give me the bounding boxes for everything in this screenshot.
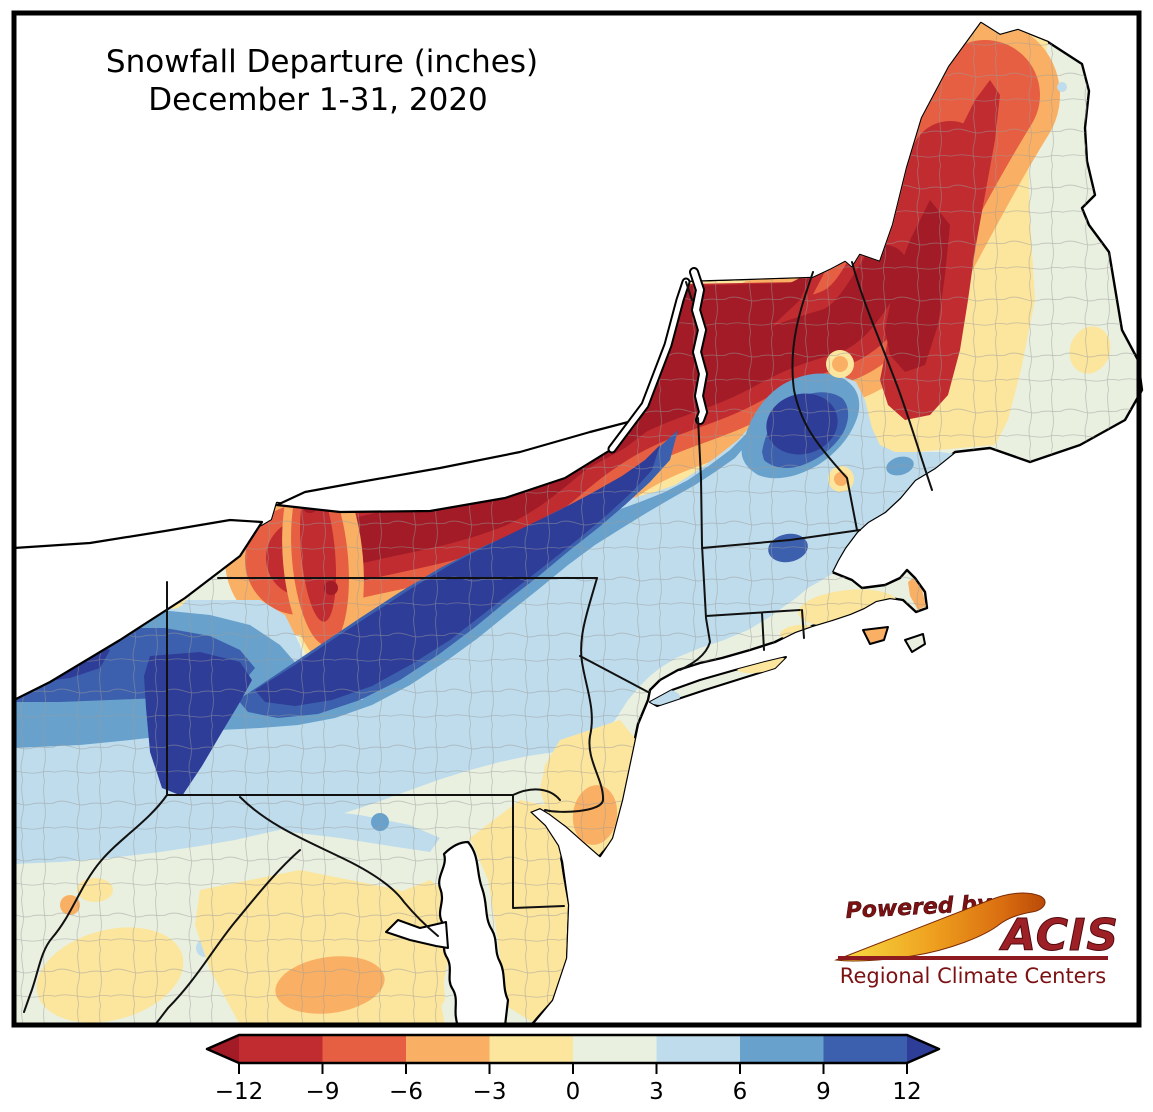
title-line2: December 1-31, 2020: [148, 82, 488, 118]
state-borders: [23, 261, 933, 1026]
tick-label: 3: [649, 1079, 664, 1105]
water-bodies: [12, 267, 709, 1028]
title-line1: Snowfall Departure (inches): [106, 44, 538, 80]
st-lawrence-river: [607, 277, 691, 454]
map-frame: [11, 10, 1142, 1028]
lake-erie: [12, 518, 264, 702]
tick-label: −12: [215, 1079, 264, 1105]
logo-underline: [838, 956, 1108, 960]
contour-layers: [14, 23, 1140, 1026]
islands: [649, 626, 926, 707]
tick-label: 9: [816, 1079, 831, 1105]
colorbar-over-arrow: [907, 1035, 939, 1063]
logo-powered-by-text: Powered by: [845, 891, 994, 924]
tick-label: 6: [733, 1079, 748, 1105]
tick-label: −6: [389, 1079, 423, 1105]
tick-label: 12: [892, 1079, 921, 1105]
tick-label: −9: [306, 1079, 340, 1105]
county-boundaries-texture: [14, 23, 1140, 1026]
colorbar-ticks: [238, 1063, 908, 1074]
logo-subtitle-text: Regional Climate Centers: [840, 964, 1106, 988]
tick-label: 0: [566, 1079, 581, 1105]
marthas-vineyard: [862, 626, 889, 645]
colorbar-under-arrow: [207, 1035, 239, 1063]
chesapeake-bay: [438, 840, 510, 1028]
tick-label: −3: [473, 1079, 507, 1105]
colorbar-tick-labels: −12 −9 −6 −3 0 3 6 9 12: [215, 1079, 922, 1105]
map-title: Snowfall Departure (inches) December 1-3…: [106, 44, 538, 118]
acis-logo: Powered by ACIS Regional Climate Centers: [834, 891, 1119, 988]
colorbar: −12 −9 −6 −3 0 3 6 9 12: [205, 1033, 941, 1105]
lake-champlain: [689, 267, 709, 425]
potomac-estuary: [385, 919, 449, 949]
logo-acis-text: ACIS: [999, 910, 1119, 961]
nantucket: [904, 633, 926, 653]
